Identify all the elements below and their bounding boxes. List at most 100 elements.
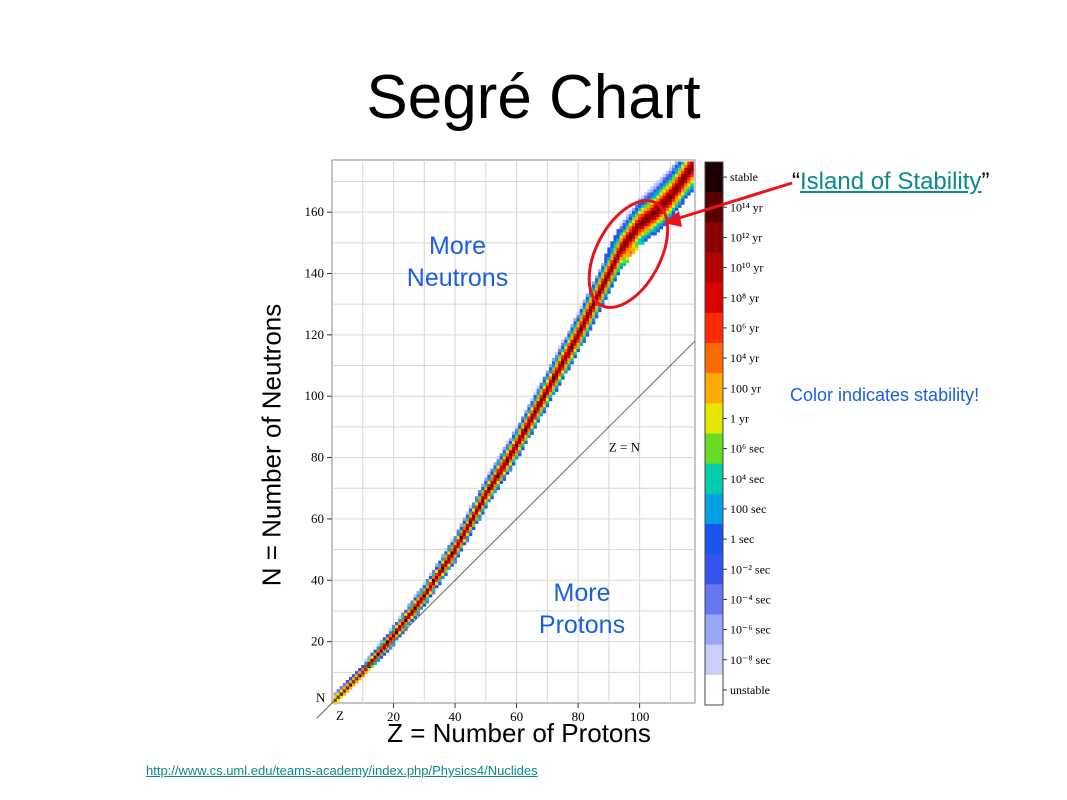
nuclide-cell (545, 397, 550, 402)
nuclide-cell (558, 370, 562, 374)
nuclide-cell (681, 161, 685, 165)
nuclide-cell (678, 176, 682, 181)
nuclide-cell (656, 192, 660, 196)
nuclide-cell (653, 222, 657, 227)
nuclide-cell (684, 176, 688, 181)
nuclide-cell (665, 186, 670, 190)
y-tick-label: 140 (305, 266, 325, 281)
source-link[interactable]: http://www.cs.uml.edu/teams-academy/inde… (146, 763, 538, 778)
nuclide-cell (573, 317, 577, 322)
nuclide-cell (638, 229, 642, 233)
nuclide-cell (570, 360, 574, 365)
nuclide-cell (678, 179, 682, 184)
y-tick-label: 120 (305, 327, 325, 342)
nuclide-cell (496, 465, 500, 469)
nuclide-cell (638, 219, 642, 224)
nuclide-cell (687, 170, 691, 175)
nuclide-cell (619, 235, 624, 239)
colorbar-segment (705, 433, 723, 464)
nuclide-cell (511, 456, 516, 460)
nuclide-cell (671, 164, 676, 168)
nuclide-cell (388, 630, 393, 635)
nuclide-cell (508, 437, 513, 442)
island-of-stability-link[interactable]: Island of Stability (800, 168, 982, 195)
nuclide-cell (668, 167, 673, 172)
nuclide-cell (361, 673, 365, 678)
nuclide-cell (478, 511, 482, 515)
nuclide-cell (607, 278, 611, 282)
nuclide-cell (435, 581, 439, 586)
nuclide-cell (662, 222, 667, 227)
colorbar-segment (705, 524, 723, 555)
nuclide-cell (684, 186, 688, 190)
nuclide-cell (628, 216, 633, 221)
nuclide-cell (542, 385, 547, 389)
nuclide-cell (468, 523, 473, 527)
nuclide-cell (662, 183, 667, 187)
nuclide-cell (508, 440, 513, 445)
colorbar-label: 10⁻⁴ sec (730, 592, 771, 606)
nuclide-cell (515, 443, 519, 448)
nuclide-cell (591, 308, 596, 313)
nuclide-cell (539, 388, 544, 392)
nuclide-cell (690, 170, 694, 175)
nuclide-cell (465, 511, 470, 515)
nuclide-cell (459, 541, 464, 546)
nuclide-cell (376, 652, 380, 656)
nuclide-cell (471, 517, 476, 521)
nuclide-cell (533, 410, 537, 414)
nuclide-cell (625, 229, 630, 233)
nuclide-cell (515, 428, 519, 432)
nuclide-cell (631, 238, 636, 242)
nuclide-cell (401, 612, 405, 616)
nuclide-cell (570, 345, 574, 349)
more-neutrons-label: More Neutrons (400, 230, 515, 294)
nuclide-cell (490, 495, 494, 500)
nuclide-cell (656, 207, 660, 211)
nuclide-cell (570, 324, 574, 328)
nuclide-cell (647, 235, 651, 239)
nuclide-cell (570, 330, 574, 334)
nuclide-cell (475, 492, 479, 497)
nuclide-cell (456, 538, 460, 543)
nuclide-cell (610, 268, 614, 273)
nuclide-cell (539, 403, 544, 408)
nuclide-cell (496, 462, 500, 466)
nuclide-cell (564, 336, 568, 340)
nuclide-cell (687, 173, 691, 178)
nuclide-cell (613, 268, 617, 273)
nuclide-cell (681, 186, 685, 190)
nuclide-cell (413, 609, 417, 613)
nuclide-cell (628, 247, 633, 251)
nuclide-cell (625, 238, 630, 242)
nuclide-cell (490, 492, 494, 497)
nuclide-cell (585, 330, 590, 334)
nuclide-cell (419, 603, 424, 607)
nuclide-cell (542, 373, 547, 377)
nuclide-cell (413, 597, 417, 601)
nuclide-cell (567, 342, 571, 346)
nuclide-cell (604, 281, 608, 285)
nuclide-cell (462, 529, 467, 534)
nuclide-cell (471, 502, 476, 506)
nuclide-cell (628, 219, 633, 224)
nuclide-cell (616, 232, 620, 236)
nuclide-cell (508, 446, 513, 451)
quote-close: ” (981, 168, 990, 195)
nuclide-cell (656, 229, 660, 233)
nuclide-cell (533, 419, 537, 423)
nuclide-cell (533, 394, 537, 399)
nuclide-cell (499, 477, 504, 481)
nuclide-cell (561, 354, 565, 359)
nuclide-cell (401, 618, 405, 623)
nuclide-cell (345, 679, 350, 684)
nuclide-cell (659, 225, 663, 230)
nuclide-cell (410, 600, 414, 604)
nuclide-cell (428, 584, 433, 589)
nuclide-cell (564, 367, 568, 371)
nuclide-cell (511, 440, 516, 445)
nuclide-cell (582, 336, 587, 340)
nuclide-cell (527, 403, 531, 408)
nuclide-cell (487, 477, 491, 481)
nuclide-cell (607, 275, 611, 279)
